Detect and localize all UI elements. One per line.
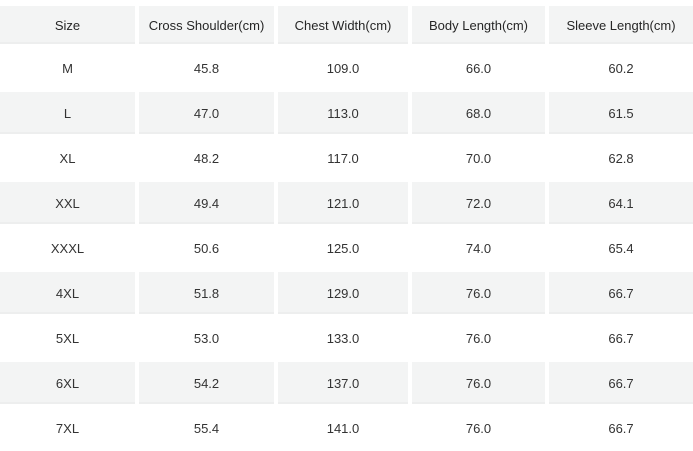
- table-cell: 60.2: [549, 47, 693, 89]
- table-cell: 141.0: [278, 407, 408, 449]
- row-label-l: L: [0, 92, 135, 134]
- table-cell: 137.0: [278, 362, 408, 404]
- table-cell: 76.0: [412, 317, 545, 359]
- table-cell: 53.0: [139, 317, 274, 359]
- row-label-xl: XL: [0, 137, 135, 179]
- table-cell: 133.0: [278, 317, 408, 359]
- table-cell: 129.0: [278, 272, 408, 314]
- table-cell: 66.7: [549, 317, 693, 359]
- table-cell: 68.0: [412, 92, 545, 134]
- table-cell: 51.8: [139, 272, 274, 314]
- table-cell: 49.4: [139, 182, 274, 224]
- row-label-xxl: XXL: [0, 182, 135, 224]
- table-cell: 76.0: [412, 407, 545, 449]
- table-cell: 109.0: [278, 47, 408, 89]
- column-header-size: Size: [0, 6, 135, 44]
- column-header-body-length: Body Length(cm): [412, 6, 545, 44]
- table-cell: 113.0: [278, 92, 408, 134]
- table-cell: 66.7: [549, 272, 693, 314]
- table-cell: 48.2: [139, 137, 274, 179]
- table-cell: 117.0: [278, 137, 408, 179]
- table-cell: 45.8: [139, 47, 274, 89]
- row-label-m: M: [0, 47, 135, 89]
- table-cell: 61.5: [549, 92, 693, 134]
- row-label-6xl: 6XL: [0, 362, 135, 404]
- table-cell: 62.8: [549, 137, 693, 179]
- table-cell: 65.4: [549, 227, 693, 269]
- column-header-chest-width: Chest Width(cm): [278, 6, 408, 44]
- table-cell: 76.0: [412, 272, 545, 314]
- table-cell: 47.0: [139, 92, 274, 134]
- table-cell: 74.0: [412, 227, 545, 269]
- table-cell: 70.0: [412, 137, 545, 179]
- column-header-sleeve-length: Sleeve Length(cm): [549, 6, 693, 44]
- row-label-7xl: 7XL: [0, 407, 135, 449]
- table-cell: 72.0: [412, 182, 545, 224]
- table-cell: 55.4: [139, 407, 274, 449]
- table-cell: 121.0: [278, 182, 408, 224]
- table-cell: 66.0: [412, 47, 545, 89]
- column-header-cross-shoulder: Cross Shoulder(cm): [139, 6, 274, 44]
- table-cell: 54.2: [139, 362, 274, 404]
- table-cell: 125.0: [278, 227, 408, 269]
- table-cell: 64.1: [549, 182, 693, 224]
- row-label-5xl: 5XL: [0, 317, 135, 359]
- row-label-4xl: 4XL: [0, 272, 135, 314]
- row-label-xxxl: XXXL: [0, 227, 135, 269]
- table-cell: 66.7: [549, 407, 693, 449]
- table-cell: 76.0: [412, 362, 545, 404]
- table-cell: 66.7: [549, 362, 693, 404]
- table-cell: 50.6: [139, 227, 274, 269]
